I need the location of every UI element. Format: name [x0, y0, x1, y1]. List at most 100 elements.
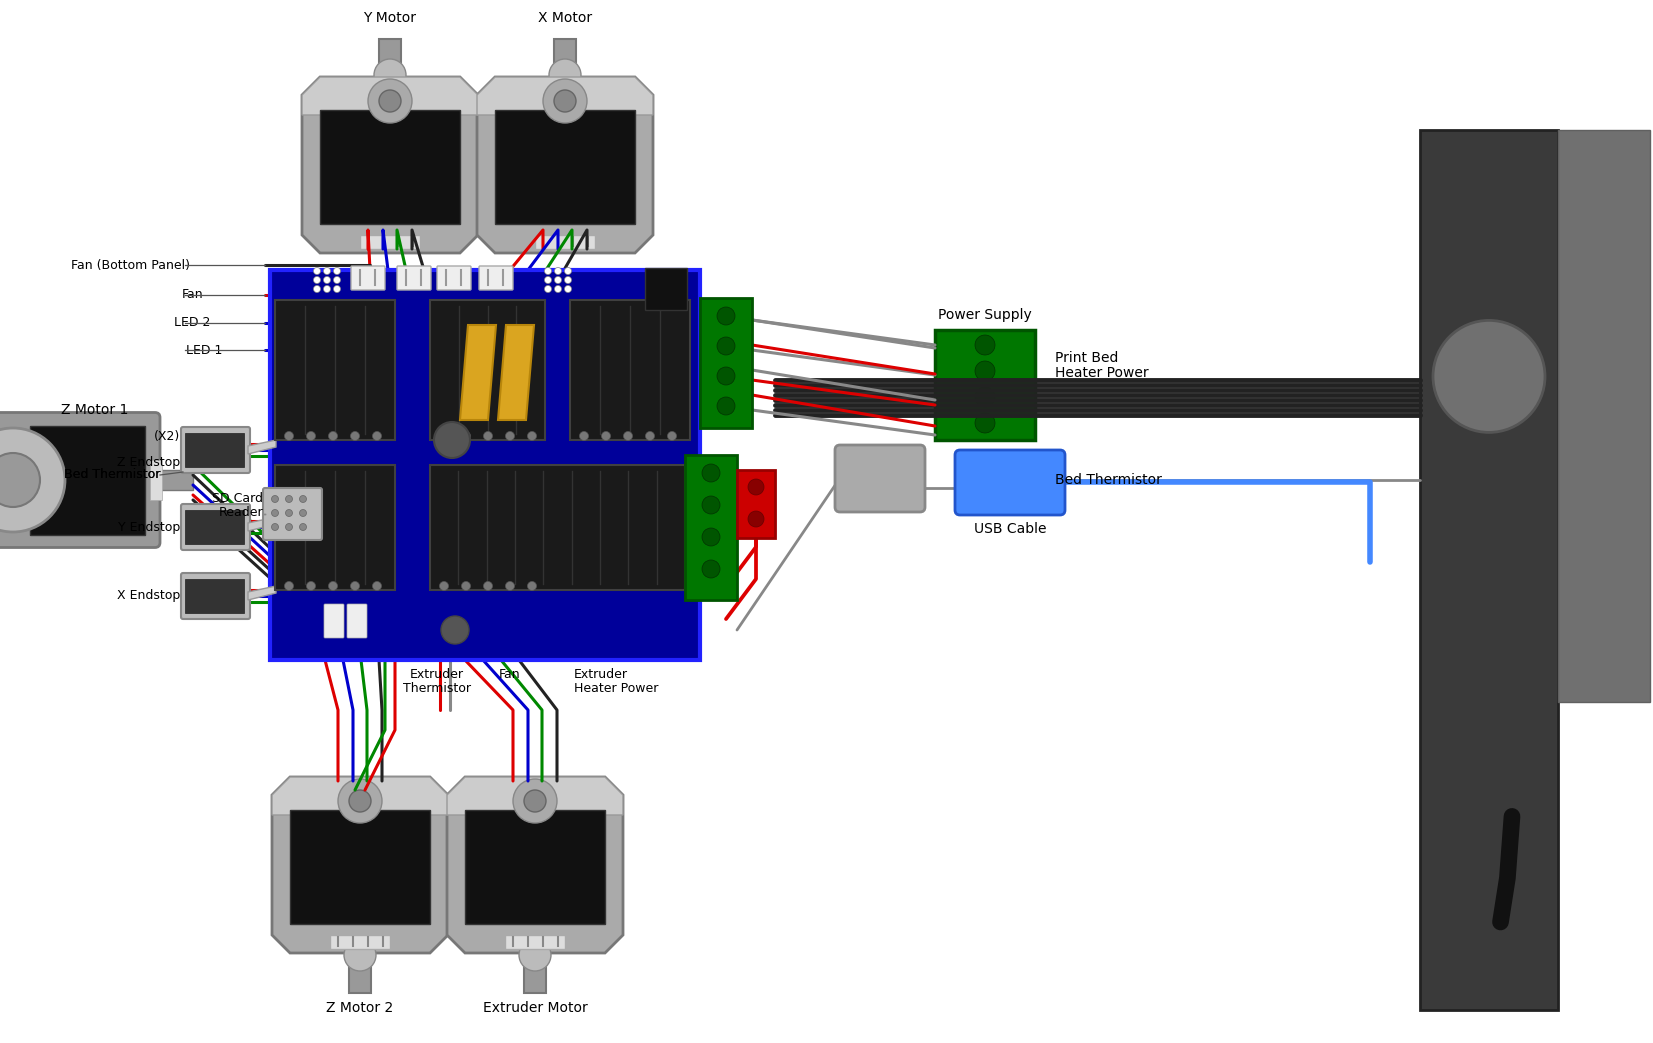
FancyBboxPatch shape — [436, 266, 471, 290]
Circle shape — [512, 779, 557, 823]
Circle shape — [329, 582, 337, 590]
Text: Y Motor: Y Motor — [364, 11, 417, 25]
Bar — [349, 953, 370, 993]
Bar — [185, 433, 245, 467]
Polygon shape — [460, 325, 496, 420]
Text: Reader: Reader — [218, 506, 263, 519]
Circle shape — [975, 413, 995, 433]
Circle shape — [344, 939, 375, 971]
Bar — [185, 510, 245, 544]
Circle shape — [284, 432, 294, 440]
Circle shape — [524, 790, 545, 812]
Circle shape — [565, 276, 572, 284]
Circle shape — [703, 528, 721, 545]
Circle shape — [749, 479, 764, 495]
Polygon shape — [446, 777, 623, 815]
Bar — [684, 455, 737, 600]
Circle shape — [975, 361, 995, 381]
Circle shape — [286, 509, 293, 516]
Circle shape — [379, 90, 402, 112]
Text: Bed Thermistor: Bed Thermistor — [63, 468, 160, 482]
Bar — [274, 300, 395, 440]
Circle shape — [374, 59, 407, 91]
Text: SD Card: SD Card — [212, 492, 263, 505]
Bar — [269, 270, 699, 660]
Circle shape — [1433, 320, 1546, 433]
Circle shape — [565, 267, 572, 274]
FancyBboxPatch shape — [347, 604, 367, 638]
Polygon shape — [302, 77, 478, 115]
Polygon shape — [478, 77, 653, 115]
Bar — [699, 298, 752, 428]
FancyBboxPatch shape — [397, 266, 431, 290]
Circle shape — [646, 432, 655, 440]
Circle shape — [369, 79, 412, 123]
Bar — [430, 300, 545, 440]
Text: Heater Power: Heater Power — [1055, 366, 1149, 380]
Circle shape — [334, 267, 341, 274]
Circle shape — [554, 286, 562, 292]
Circle shape — [580, 432, 588, 440]
Bar — [289, 810, 430, 924]
Circle shape — [461, 432, 471, 440]
Circle shape — [299, 495, 306, 503]
Circle shape — [299, 524, 306, 531]
Polygon shape — [498, 325, 534, 420]
Circle shape — [435, 422, 469, 458]
Bar — [155, 470, 193, 490]
Circle shape — [349, 790, 370, 812]
Text: LED 1: LED 1 — [185, 343, 222, 357]
Bar — [737, 470, 775, 538]
Circle shape — [350, 582, 359, 590]
Bar — [274, 465, 395, 590]
Circle shape — [306, 582, 316, 590]
Circle shape — [271, 524, 278, 531]
Text: Bed Thermistor: Bed Thermistor — [1055, 472, 1162, 487]
Circle shape — [703, 496, 721, 514]
Circle shape — [623, 432, 633, 440]
Text: Extruder: Extruder — [574, 668, 628, 681]
Circle shape — [0, 428, 64, 532]
Circle shape — [306, 432, 316, 440]
Bar — [319, 110, 461, 224]
Circle shape — [717, 307, 736, 325]
Text: Heater Power: Heater Power — [574, 682, 658, 695]
FancyBboxPatch shape — [324, 604, 344, 638]
Bar — [536, 235, 595, 249]
Circle shape — [527, 432, 537, 440]
Bar — [360, 235, 420, 249]
Bar — [936, 330, 1035, 440]
Circle shape — [334, 276, 341, 284]
Circle shape — [483, 432, 493, 440]
Text: Z Motor 2: Z Motor 2 — [326, 1001, 393, 1015]
Polygon shape — [273, 777, 448, 815]
Bar — [554, 39, 575, 79]
Circle shape — [441, 616, 469, 644]
Circle shape — [314, 276, 321, 284]
Bar — [524, 953, 545, 993]
Circle shape — [506, 432, 514, 440]
Circle shape — [544, 276, 552, 284]
Text: (X2): (X2) — [154, 430, 180, 443]
Circle shape — [554, 90, 575, 112]
Circle shape — [717, 337, 736, 355]
Text: Fan: Fan — [499, 668, 521, 681]
Circle shape — [717, 397, 736, 415]
Circle shape — [337, 779, 382, 823]
Polygon shape — [478, 77, 653, 253]
Polygon shape — [273, 777, 448, 953]
Circle shape — [461, 582, 471, 590]
Polygon shape — [248, 586, 276, 600]
FancyBboxPatch shape — [955, 450, 1065, 515]
Circle shape — [440, 432, 448, 440]
FancyBboxPatch shape — [835, 445, 926, 512]
Polygon shape — [302, 77, 478, 253]
Text: Extruder: Extruder — [410, 668, 464, 681]
FancyBboxPatch shape — [180, 573, 250, 618]
FancyBboxPatch shape — [0, 412, 160, 548]
Circle shape — [483, 582, 493, 590]
Circle shape — [286, 495, 293, 503]
FancyBboxPatch shape — [479, 266, 512, 290]
Circle shape — [329, 432, 337, 440]
Bar — [1559, 130, 1650, 702]
